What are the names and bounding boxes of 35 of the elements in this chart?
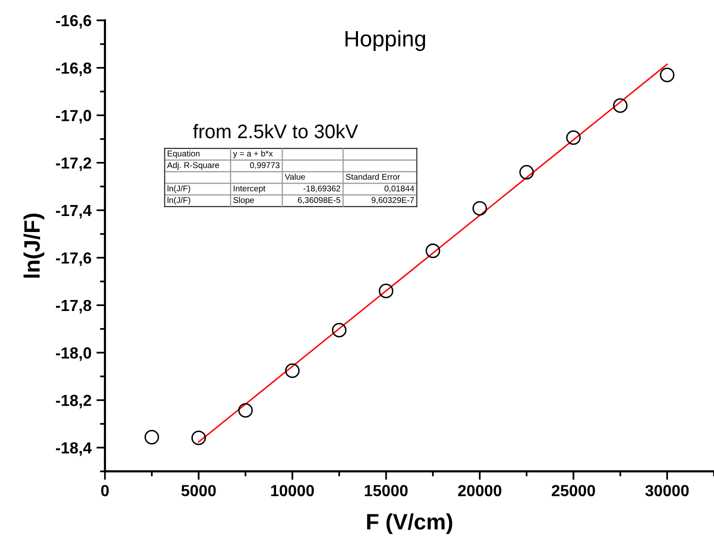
annotation: 9,60329E-7	[372, 197, 414, 204]
annotation: 0,01844	[384, 185, 414, 192]
annotation: ln(J/F)	[168, 185, 190, 194]
annotation: Value	[284, 174, 306, 180]
annotation: ln(J/F)	[168, 196, 190, 205]
x-tick-label: 0	[101, 484, 109, 496]
annotation: 6,36098E-5	[298, 197, 340, 204]
y-tick-label: -16,8	[56, 62, 92, 76]
x-tick-label: 10000	[271, 484, 314, 496]
annotation: 0,99773	[250, 162, 280, 170]
x-tick-label: 25000	[552, 484, 596, 496]
x-tick-label: 30000	[645, 484, 689, 496]
y-tick-label: -16,6	[56, 14, 92, 29]
annotation: -18,69362	[303, 185, 340, 192]
y-tick-label: -18,4	[56, 442, 92, 456]
annotation: y = a + b*x	[233, 150, 273, 158]
y-tick-label: -17,0	[56, 110, 92, 124]
x-axis-title: F (V/cm)	[367, 513, 452, 534]
x-tick-label: 15000	[364, 484, 408, 496]
chart-title: Hopping	[346, 30, 426, 52]
annotation: Intercept	[234, 186, 266, 194]
y-tick-label: -17,4	[56, 205, 92, 219]
y-tick-label: -18,2	[56, 394, 92, 408]
x-tick-label: 20000	[458, 484, 502, 496]
y-tick-label: -17,8	[56, 300, 92, 314]
x-tick-label: 5000	[181, 484, 216, 496]
y-tick-label: -18,0	[56, 347, 92, 361]
annotation: Adj. R-Square	[167, 162, 220, 170]
annotation: from 2.5kV to 30kV	[193, 124, 358, 138]
annotation: Standard Error	[346, 174, 400, 180]
y-tick-label: -17,2	[56, 157, 92, 172]
y-tick-label: -17,6	[56, 252, 92, 266]
annotation: Slope	[233, 196, 254, 205]
y-axis-title: ln(J/F)	[24, 214, 44, 278]
annotation: Equation	[168, 150, 200, 158]
